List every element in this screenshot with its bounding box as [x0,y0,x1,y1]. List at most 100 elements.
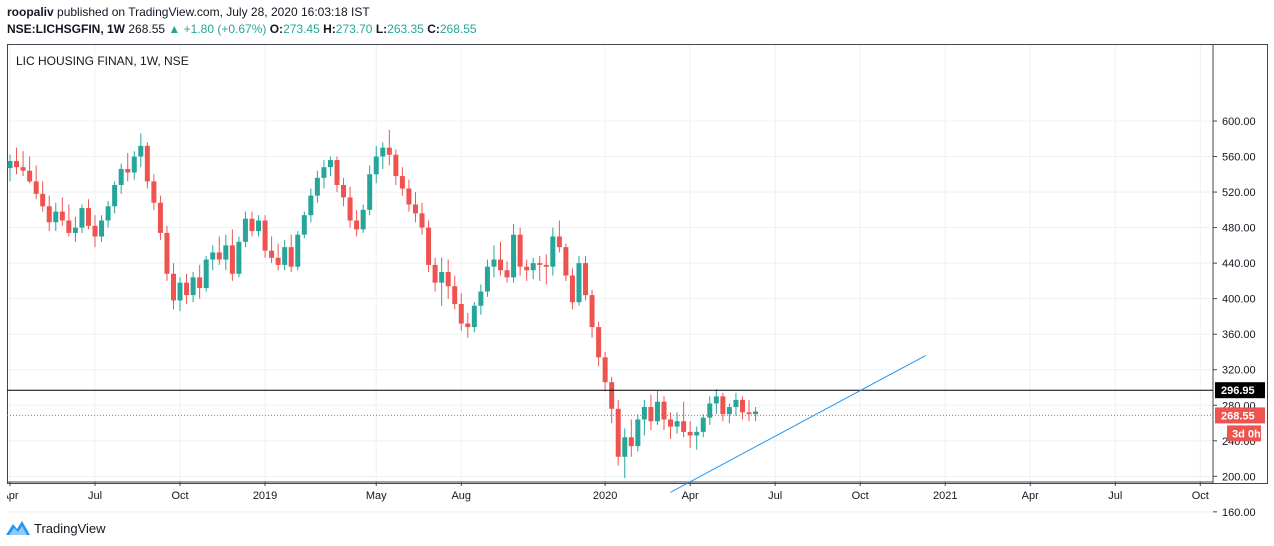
candle-body [177,282,183,301]
candle-body [373,156,379,175]
candle-body [713,396,719,404]
symbol-label: NSE:LICHSGFIN, 1W [7,22,126,36]
last-price: 268.55 [128,22,166,36]
last-price-badge: 268.55 [1221,410,1255,422]
candle-body [236,241,242,274]
candle-body [14,160,20,168]
candle-body [138,145,144,157]
candle-body [471,305,477,328]
x-tick-label: Apr [682,490,699,502]
candle-body [46,206,52,223]
candle-body [112,184,118,207]
candle-body [157,202,163,233]
change-value: +1.80 (+0.67%) [183,22,267,36]
candle-body [668,419,674,427]
horizontal-level-badge: 296.95 [1221,385,1255,397]
candle-body [498,259,503,271]
candle-body [576,263,582,303]
candle-body [308,195,314,216]
candle-body [85,208,91,226]
trendline [670,355,926,493]
candle-body [550,236,556,267]
x-tick-label: May [366,490,387,502]
candle-body [628,437,634,447]
candle-body [393,154,399,177]
brand-label[interactable]: TradingView [34,520,106,536]
y-tick-label: 520.00 [1222,187,1256,199]
candle-body [700,417,706,432]
candle-body [406,188,412,205]
candle-body [674,421,680,427]
candle-body [334,160,340,185]
candle-body [596,327,602,358]
y-tick-label: 440.00 [1222,258,1256,270]
y-tick-label: 160.00 [1222,507,1256,518]
open-value: 273.45 [283,22,320,36]
y-tick-label: 400.00 [1222,294,1256,306]
publish-info: roopaliv published on TradingView.com, J… [7,5,370,19]
candle-body [517,234,523,267]
candle-body [190,277,196,296]
candle-body [602,357,608,383]
candle-body [171,273,176,301]
candlestick-chart[interactable]: 600.00 560.00 520.00 480.00 440.00 400.00 360.… [7,44,1268,518]
candle-body [739,399,745,413]
candle-body [131,156,137,173]
x-tick-label: Jul [1108,490,1122,502]
candle-body [242,218,248,242]
candle-body [229,245,235,274]
candle-body [223,245,229,260]
low-value: 263.35 [387,22,424,36]
candle-body [458,303,464,324]
x-tick-label: Oct [1192,490,1209,502]
candle-body [537,263,543,265]
candle-body [216,252,222,260]
candle-body [484,266,490,292]
candle-body [92,225,98,237]
candle-body [452,286,458,304]
candle-body [491,259,497,267]
chart-frame [7,44,1268,484]
candle-body [543,264,549,267]
candle-body [556,236,562,248]
candle-body [184,282,190,296]
candle-body [641,407,647,420]
low-label: L: [375,22,388,36]
candle-body [380,147,386,157]
candle-body [726,407,732,415]
candle-body [105,206,111,221]
candle-body [733,399,739,408]
candle-body [563,247,569,276]
y-tick-label: 600.00 [1222,116,1256,128]
ohlc-legend: NSE:LICHSGFIN, 1W 268.55 ▲ +1.80 (+0.67%… [7,22,477,36]
candle-body [164,232,170,274]
candle-body [256,220,262,232]
candle-body [301,215,307,235]
x-tick-label: 2020 [593,490,617,502]
candle-body [654,401,660,422]
candle-body [40,193,46,207]
candle-body [478,291,484,306]
candle-body [569,275,575,303]
candle-body [210,252,216,260]
candle-body [27,170,33,182]
candle-body [439,272,445,283]
candle-body [341,184,347,198]
candle-body [589,295,595,328]
candle-body [694,431,700,436]
y-tick-label: 480.00 [1222,223,1256,235]
candle-body [249,218,255,232]
candle-body [687,431,693,436]
candle-body [20,167,26,171]
candle-body [386,147,392,155]
candle-body [282,247,288,265]
candle-body [432,264,438,283]
candle-body [262,220,268,251]
candle-body [295,234,301,267]
y-tick-label: 560.00 [1222,152,1256,164]
tradingview-logo-icon[interactable] [6,521,30,535]
candle-body [530,263,536,271]
candle-body [197,277,203,289]
countdown-label: 3d 0h [1232,428,1261,440]
author-name[interactable]: roopaliv [7,5,54,19]
